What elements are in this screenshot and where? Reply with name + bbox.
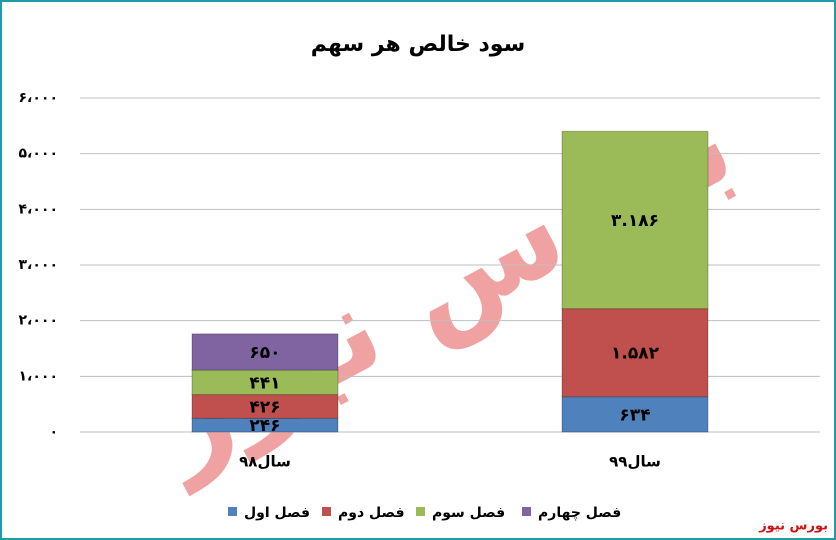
legend-label: فصل سوم (432, 505, 505, 521)
legend-label: فصل چهارم (538, 505, 621, 521)
watermark-logo: بورس نیوز (758, 519, 828, 534)
data-label: ۶۵۰ (249, 343, 280, 363)
x-tick-label: سال۹۸ (239, 453, 291, 471)
data-label: ۳.۱۸۶ (611, 211, 659, 231)
bar-segment (561, 396, 709, 433)
legend-swatch (228, 507, 237, 516)
data-label: ۴۲۶ (249, 397, 280, 417)
data-label: ۴۴۱ (249, 373, 280, 393)
bar-segment (561, 130, 709, 310)
bar-segment (191, 333, 339, 371)
bar-segment (561, 308, 709, 398)
data-label: ۱.۵۸۲ (611, 344, 660, 364)
legend-label: فصل اول (244, 505, 310, 521)
data-label: ۲۴۶ (249, 416, 280, 436)
legend-swatch (416, 507, 425, 516)
bar-segment (191, 369, 339, 396)
legend-label: فصل دوم (338, 505, 404, 521)
y-tick-label: ۵،۰۰۰ (19, 146, 59, 162)
y-tick-label: ۶،۰۰۰ (19, 90, 59, 106)
y-tick-label: ۴،۰۰۰ (19, 201, 59, 217)
y-tick-label: ۳،۰۰۰ (19, 257, 59, 273)
legend-swatch (522, 507, 531, 516)
y-tick-label: ۰ (49, 424, 58, 440)
data-label: ۶۳۴ (619, 405, 650, 425)
legend-swatch (322, 507, 331, 516)
x-tick-label: سال۹۹ (609, 453, 661, 471)
y-tick-label: ۱،۰۰۰ (19, 368, 59, 384)
chart-title: سود خالص هر سهم (311, 32, 525, 57)
y-tick-label: ۲،۰۰۰ (19, 313, 59, 329)
